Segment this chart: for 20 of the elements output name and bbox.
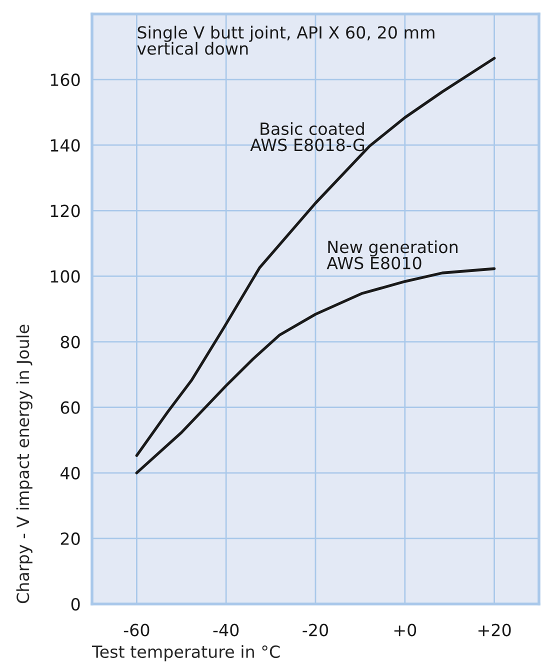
y-axis-title: Charpy - V impact energy in Joule bbox=[16, 324, 32, 604]
y-tick-label: 160 bbox=[50, 74, 80, 86]
x-tick-label: -60 bbox=[124, 624, 150, 636]
y-tick-label: 100 bbox=[50, 270, 80, 283]
x-tick-label: +0 bbox=[394, 624, 416, 636]
y-tick-label: 120 bbox=[50, 204, 80, 218]
annotation: Single V butt joint, API X 60, 20 mm vertical down bbox=[137, 26, 434, 55]
x-tick-label: -20 bbox=[302, 624, 328, 636]
y-tick-label: 20 bbox=[60, 532, 80, 546]
series-label: Basic coated AWS E8018-G bbox=[250, 122, 364, 152]
y-tick-label: 80 bbox=[60, 336, 80, 348]
y-tick-label: 60 bbox=[60, 401, 80, 414]
x-tick-label: +20 bbox=[478, 624, 511, 636]
x-axis-title: Test temperature in °C bbox=[92, 645, 280, 662]
line-series bbox=[135, 56, 496, 457]
y-tick-label: 40 bbox=[60, 466, 80, 480]
y-tick-label: 140 bbox=[50, 139, 80, 152]
series-label: New generation AWS E8010 bbox=[326, 240, 458, 270]
y-tick-label: 0 bbox=[71, 598, 80, 611]
x-tick-label: -40 bbox=[213, 624, 239, 636]
